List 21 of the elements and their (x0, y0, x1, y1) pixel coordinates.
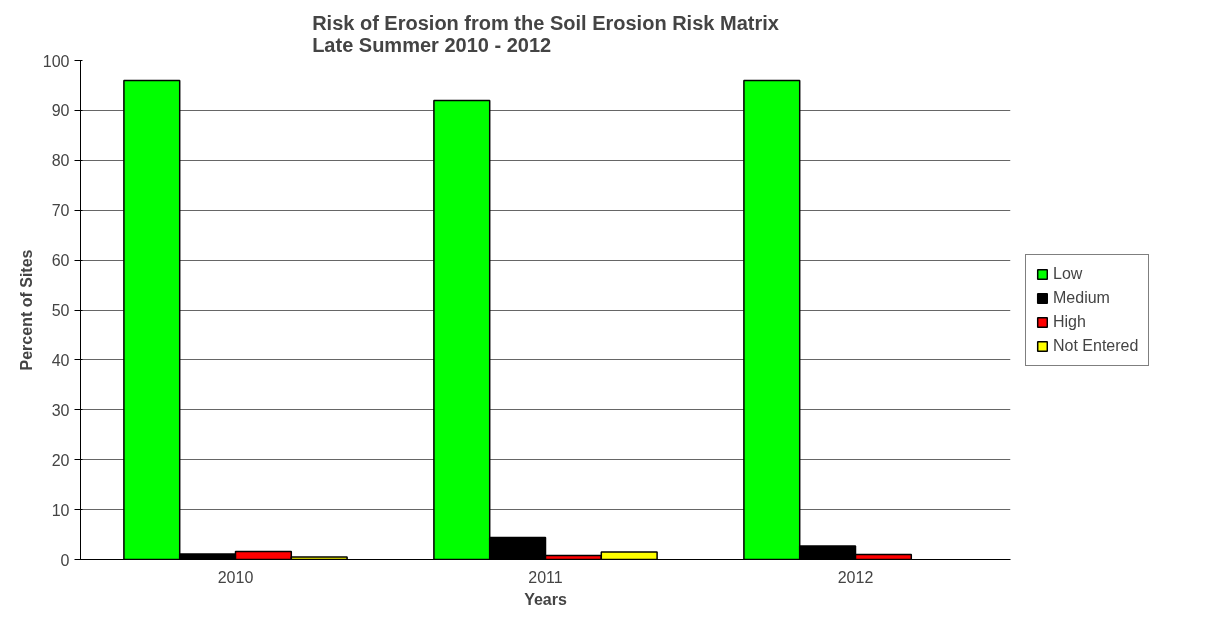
legend-label: High (1053, 312, 1086, 331)
y-tick-label: 40 (51, 351, 70, 369)
x-tick-label: 2010 (217, 568, 254, 586)
legend-label: Not Entered (1053, 336, 1139, 355)
legend-label: Low (1053, 264, 1083, 283)
y-tick-label: 0 (60, 551, 70, 569)
y-tick-label: 10 (51, 501, 70, 519)
y-tick-label: 20 (51, 451, 70, 469)
y-tick-label: 90 (51, 102, 70, 120)
y-tick-label: 70 (51, 202, 70, 220)
y-tick-label: 60 (51, 252, 70, 270)
y-tick-label: 100 (42, 52, 70, 70)
legend-label: Medium (1053, 288, 1110, 307)
y-tick-label: 50 (51, 302, 70, 319)
y-axis-title: Percent of Sites (17, 249, 35, 371)
x-axis-title: Years (524, 590, 567, 608)
y-tick-label: 30 (51, 401, 70, 419)
y-tick-label: 80 (51, 152, 70, 170)
x-tick-label: 2012 (837, 568, 874, 586)
chart-title: Risk of Erosion from the Soil Erosion Risk Matrix Late Summer 2010 - 2012 (312, 11, 779, 56)
x-tick-label: 2011 (528, 568, 563, 586)
